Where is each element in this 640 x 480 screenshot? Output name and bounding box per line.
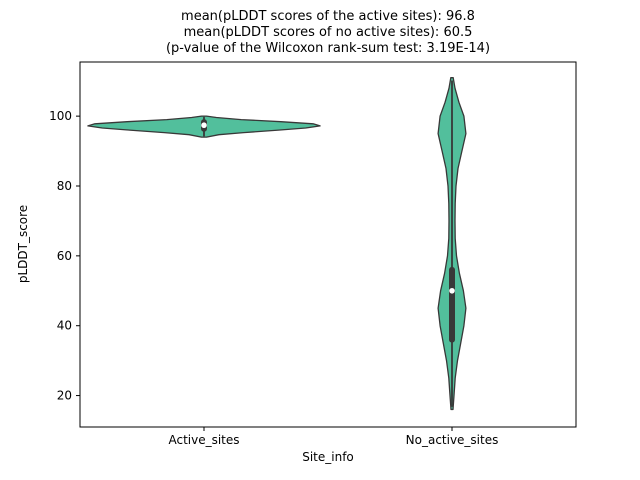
chart-title-line-1: mean(pLDDT scores of the active sites): … (181, 9, 475, 24)
x-axis-label: Site_info (302, 450, 354, 464)
y-tick-label: 40 (57, 319, 72, 333)
y-tick-label: 20 (57, 389, 72, 403)
median-dot (201, 122, 207, 129)
axes-frame (79, 61, 577, 428)
category-label: Active_sites (168, 433, 239, 447)
y-tick-label: 100 (49, 109, 72, 123)
chart-title-line-2: mean(pLDDT scores of no active sites): 6… (184, 25, 473, 40)
median-dot (449, 287, 455, 294)
category-label: No_active_sites (406, 433, 499, 447)
y-tick-label: 80 (57, 179, 72, 193)
y-axis-label: pLDDT_score (16, 205, 30, 283)
y-tick-label: 60 (57, 249, 72, 263)
chart-title-line-3: (p-value of the Wilcoxon rank-sum test: … (166, 41, 490, 56)
